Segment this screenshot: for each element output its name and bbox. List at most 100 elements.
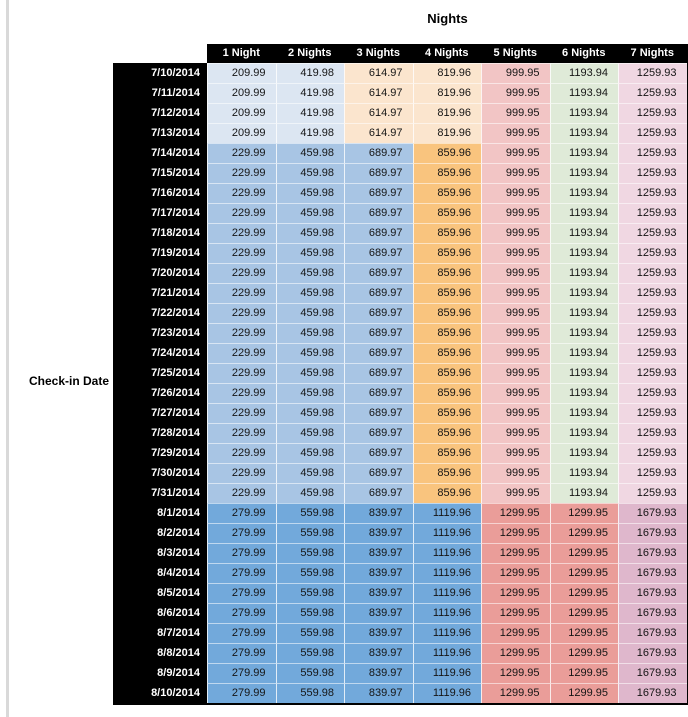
- price-cell[interactable]: 689.97: [344, 483, 413, 503]
- price-cell[interactable]: 859.96: [412, 223, 481, 243]
- price-cell[interactable]: 999.95: [481, 403, 550, 423]
- row-header-date[interactable]: 8/4/2014: [113, 563, 207, 583]
- price-cell[interactable]: 999.95: [481, 363, 550, 383]
- price-cell[interactable]: 689.97: [344, 423, 413, 443]
- price-cell[interactable]: 279.99: [207, 683, 276, 703]
- price-cell[interactable]: 999.95: [481, 163, 550, 183]
- price-cell[interactable]: 1193.94: [549, 183, 618, 203]
- price-cell[interactable]: 1679.93: [618, 643, 687, 663]
- price-cell[interactable]: 1119.96: [412, 623, 481, 643]
- price-cell[interactable]: 1679.93: [618, 623, 687, 643]
- price-cell[interactable]: 614.97: [344, 63, 413, 83]
- price-cell[interactable]: 229.99: [207, 403, 276, 423]
- price-cell[interactable]: 459.98: [275, 383, 344, 403]
- price-cell[interactable]: 689.97: [344, 323, 413, 343]
- price-cell[interactable]: 689.97: [344, 303, 413, 323]
- row-header-date[interactable]: 8/9/2014: [113, 663, 207, 683]
- price-cell[interactable]: 1299.95: [549, 623, 618, 643]
- price-cell[interactable]: 229.99: [207, 143, 276, 163]
- price-cell[interactable]: 559.98: [275, 523, 344, 543]
- price-cell[interactable]: 1679.93: [618, 503, 687, 523]
- price-cell[interactable]: 229.99: [207, 183, 276, 203]
- row-header-date[interactable]: 8/8/2014: [113, 643, 207, 663]
- price-cell[interactable]: 559.98: [275, 583, 344, 603]
- price-cell[interactable]: 689.97: [344, 203, 413, 223]
- price-cell[interactable]: 859.96: [412, 183, 481, 203]
- price-cell[interactable]: 459.98: [275, 303, 344, 323]
- price-cell[interactable]: 209.99: [207, 103, 276, 123]
- price-cell[interactable]: 1119.96: [412, 583, 481, 603]
- price-cell[interactable]: 1193.94: [549, 423, 618, 443]
- price-cell[interactable]: 1299.95: [481, 623, 550, 643]
- price-cell[interactable]: 459.98: [275, 423, 344, 443]
- price-cell[interactable]: 839.97: [344, 583, 413, 603]
- price-cell[interactable]: 559.98: [275, 643, 344, 663]
- price-cell[interactable]: 1299.95: [481, 603, 550, 623]
- price-cell[interactable]: 1679.93: [618, 523, 687, 543]
- price-cell[interactable]: 229.99: [207, 383, 276, 403]
- price-cell[interactable]: 1119.96: [412, 683, 481, 703]
- price-cell[interactable]: 999.95: [481, 263, 550, 283]
- price-cell[interactable]: 859.96: [412, 463, 481, 483]
- price-cell[interactable]: 459.98: [275, 483, 344, 503]
- price-cell[interactable]: 859.96: [412, 443, 481, 463]
- price-cell[interactable]: 459.98: [275, 403, 344, 423]
- price-cell[interactable]: 1259.93: [618, 423, 687, 443]
- price-cell[interactable]: 559.98: [275, 683, 344, 703]
- price-cell[interactable]: 279.99: [207, 643, 276, 663]
- price-cell[interactable]: 209.99: [207, 63, 276, 83]
- row-header-date[interactable]: 7/24/2014: [113, 343, 207, 363]
- price-cell[interactable]: 209.99: [207, 83, 276, 103]
- price-cell[interactable]: 279.99: [207, 623, 276, 643]
- row-header-date[interactable]: 8/1/2014: [113, 503, 207, 523]
- price-cell[interactable]: 229.99: [207, 423, 276, 443]
- price-cell[interactable]: 839.97: [344, 663, 413, 683]
- price-cell[interactable]: 859.96: [412, 483, 481, 503]
- price-cell[interactable]: 559.98: [275, 603, 344, 623]
- price-cell[interactable]: 1259.93: [618, 223, 687, 243]
- price-cell[interactable]: 1679.93: [618, 603, 687, 623]
- price-cell[interactable]: 229.99: [207, 243, 276, 263]
- price-cell[interactable]: 419.98: [275, 63, 344, 83]
- price-cell[interactable]: 999.95: [481, 83, 550, 103]
- price-cell[interactable]: 1193.94: [549, 343, 618, 363]
- price-cell[interactable]: 999.95: [481, 303, 550, 323]
- column-header-1-night[interactable]: 1 Night: [207, 44, 276, 63]
- price-cell[interactable]: 459.98: [275, 283, 344, 303]
- column-header-7-nights[interactable]: 7 Nights: [618, 44, 687, 63]
- price-cell[interactable]: 999.95: [481, 423, 550, 443]
- price-cell[interactable]: 1259.93: [618, 163, 687, 183]
- price-cell[interactable]: 459.98: [275, 323, 344, 343]
- price-cell[interactable]: 1259.93: [618, 283, 687, 303]
- price-cell[interactable]: 859.96: [412, 203, 481, 223]
- price-cell[interactable]: 1119.96: [412, 523, 481, 543]
- row-header-date[interactable]: 7/20/2014: [113, 263, 207, 283]
- price-cell[interactable]: 229.99: [207, 323, 276, 343]
- price-cell[interactable]: 459.98: [275, 183, 344, 203]
- price-cell[interactable]: 839.97: [344, 603, 413, 623]
- row-header-date[interactable]: 8/2/2014: [113, 523, 207, 543]
- price-cell[interactable]: 1259.93: [618, 463, 687, 483]
- price-cell[interactable]: 839.97: [344, 523, 413, 543]
- row-header-date[interactable]: 7/23/2014: [113, 323, 207, 343]
- row-header-date[interactable]: 7/25/2014: [113, 363, 207, 383]
- price-cell[interactable]: 839.97: [344, 563, 413, 583]
- price-cell[interactable]: 839.97: [344, 543, 413, 563]
- price-cell[interactable]: 1259.93: [618, 123, 687, 143]
- price-cell[interactable]: 1679.93: [618, 663, 687, 683]
- price-cell[interactable]: 999.95: [481, 243, 550, 263]
- price-cell[interactable]: 819.96: [412, 103, 481, 123]
- price-cell[interactable]: 1299.95: [481, 523, 550, 543]
- price-cell[interactable]: 859.96: [412, 283, 481, 303]
- price-cell[interactable]: 859.96: [412, 143, 481, 163]
- price-cell[interactable]: 459.98: [275, 363, 344, 383]
- price-cell[interactable]: 459.98: [275, 163, 344, 183]
- price-cell[interactable]: 1119.96: [412, 543, 481, 563]
- price-cell[interactable]: 1193.94: [549, 263, 618, 283]
- price-cell[interactable]: 859.96: [412, 343, 481, 363]
- price-cell[interactable]: 1193.94: [549, 103, 618, 123]
- price-cell[interactable]: 1193.94: [549, 143, 618, 163]
- price-cell[interactable]: 1259.93: [618, 263, 687, 283]
- price-cell[interactable]: 689.97: [344, 403, 413, 423]
- price-cell[interactable]: 229.99: [207, 343, 276, 363]
